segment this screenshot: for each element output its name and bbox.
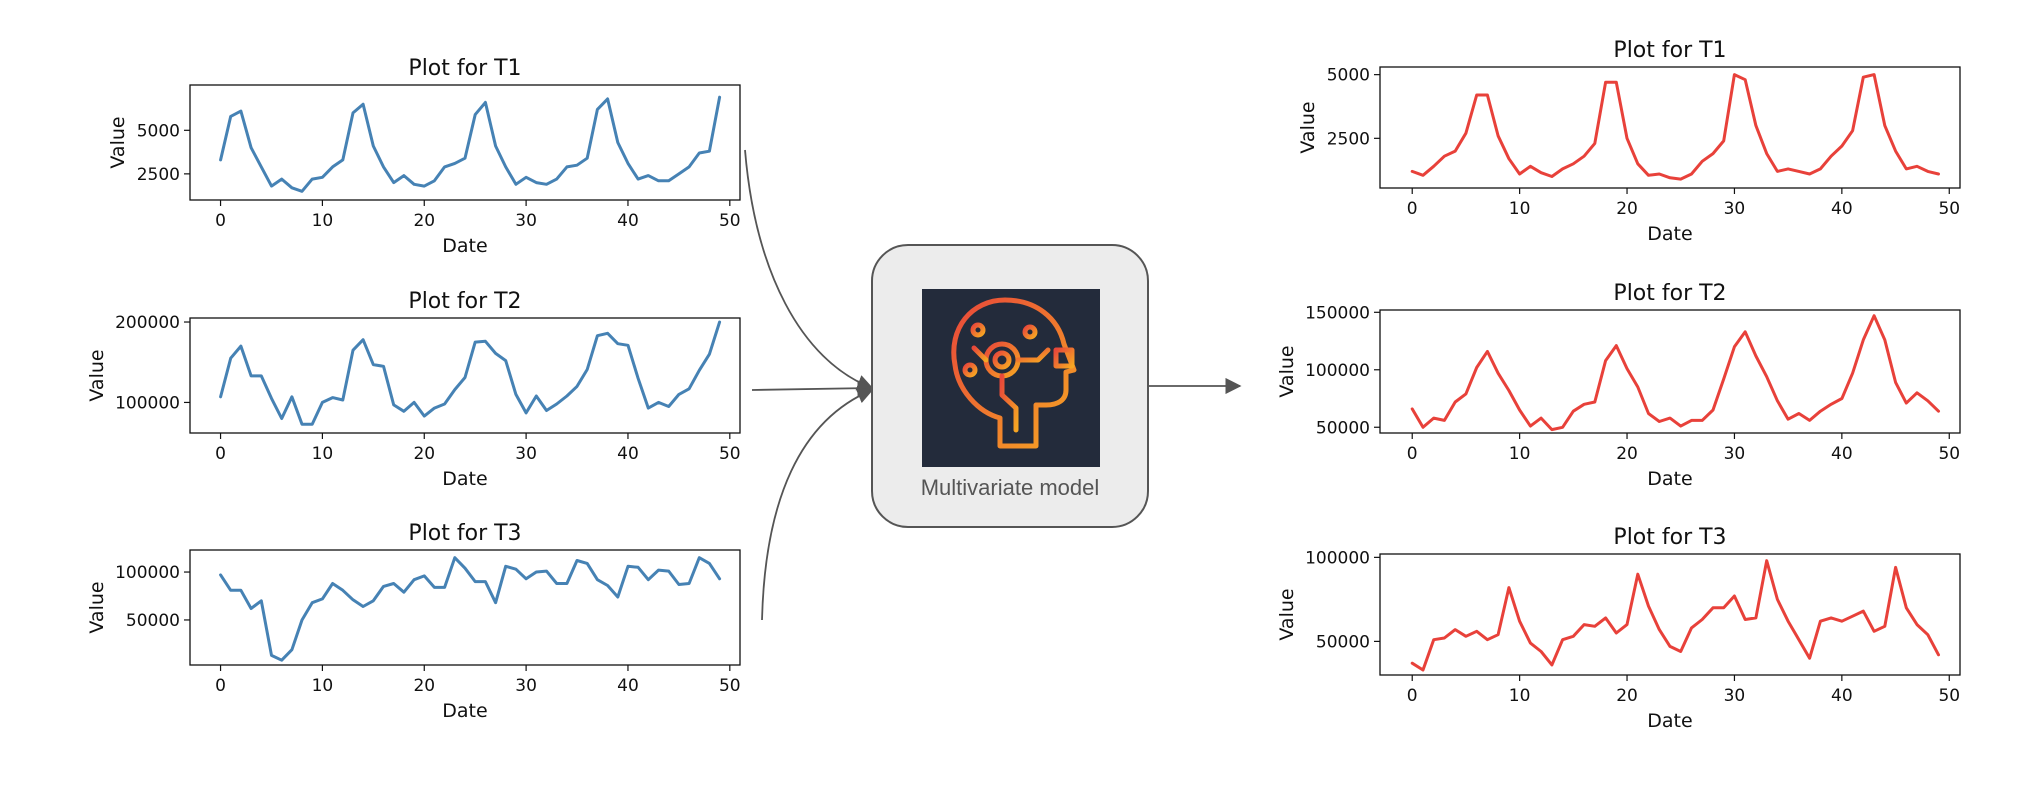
x-tick-label: 50 — [1938, 686, 1960, 706]
y-axis-label: Value — [86, 349, 108, 401]
chart-in-t1: Plot for T1 0 10 20 30 40 50 2500 5000 Date Value — [107, 56, 741, 257]
model-label: Multivariate model — [921, 475, 1100, 500]
series-line — [1410, 314, 1940, 432]
y-tick-label: 2500 — [1327, 129, 1370, 149]
x-tick-label: 10 — [1509, 686, 1531, 706]
chart-title: Plot for T1 — [1613, 38, 1726, 63]
plot-frame — [189, 84, 741, 201]
chart-title: Plot for T2 — [408, 289, 521, 314]
x-tick-label: 50 — [719, 676, 741, 696]
plot-frame — [1379, 553, 1961, 676]
x-tick-label: 30 — [1724, 199, 1746, 219]
connector-arrows — [744, 149, 1242, 621]
y-axis-label: Value — [1276, 588, 1298, 640]
y-tick-label: 100000 — [115, 563, 180, 583]
x-tick-label: 20 — [413, 444, 435, 464]
x-axis-label: Date — [1647, 223, 1692, 245]
chart-title: Plot for T3 — [408, 521, 521, 546]
series-line — [219, 95, 722, 193]
chart-title: Plot for T3 — [1613, 525, 1726, 550]
y-tick-label: 200000 — [115, 313, 180, 333]
x-tick-label: 30 — [515, 211, 537, 231]
model-box: Multivariate model — [871, 244, 1149, 528]
x-axis-label: Date — [442, 235, 487, 257]
x-tick-label: 30 — [515, 444, 537, 464]
x-tick-label: 10 — [312, 444, 334, 464]
x-tick-label: 0 — [1407, 199, 1418, 219]
x-tick-label: 20 — [413, 676, 435, 696]
y-axis-label: Value — [1297, 101, 1319, 153]
plot-frame — [189, 317, 741, 434]
chart-in-t3: Plot for T3 0 10 20 30 40 50 50000 100000 Date Val… — [86, 521, 741, 722]
x-tick-label: 40 — [1831, 686, 1853, 706]
y-tick-label: 5000 — [1327, 66, 1370, 86]
x-tick-label: 40 — [1831, 199, 1853, 219]
chart-title: Plot for T1 — [408, 56, 521, 81]
x-tick-label: 40 — [617, 444, 639, 464]
chart-in-t2: Plot for T2 0 10 20 30 40 50 100000 200000 Date Va… — [86, 289, 741, 490]
plot-frame — [1379, 66, 1961, 189]
x-tick-label: 30 — [1724, 444, 1746, 464]
y-tick-label: 2500 — [137, 165, 180, 185]
x-tick-label: 10 — [1509, 199, 1531, 219]
y-tick-label: 5000 — [137, 121, 180, 141]
y-tick-label: 50000 — [1316, 418, 1370, 438]
x-axis-label: Date — [1647, 468, 1692, 490]
x-tick-label: 10 — [312, 676, 334, 696]
arrow-t3-to-model — [761, 388, 874, 621]
series-line — [1410, 73, 1940, 181]
x-tick-label: 50 — [719, 211, 741, 231]
x-tick-label: 40 — [1831, 444, 1853, 464]
y-tick-label: 100000 — [115, 393, 180, 413]
series-line — [219, 320, 722, 426]
model-icon-background — [922, 289, 1100, 467]
ai-head-circuit-icon — [951, 297, 1077, 449]
x-tick-label: 40 — [617, 676, 639, 696]
chart-title: Plot for T2 — [1613, 281, 1726, 306]
plot-frame — [189, 549, 741, 666]
x-tick-label: 10 — [312, 211, 334, 231]
y-tick-label: 50000 — [126, 611, 180, 631]
series-line — [1410, 559, 1940, 672]
x-tick-label: 0 — [215, 211, 226, 231]
x-tick-label: 0 — [215, 676, 226, 696]
x-axis-label: Date — [1647, 710, 1692, 732]
chart-out-t2: Plot for T2 0 10 20 30 40 50 50000 100000 150000 D… — [1276, 281, 1961, 490]
x-tick-label: 0 — [215, 444, 226, 464]
x-tick-label: 20 — [1616, 199, 1638, 219]
y-axis-label: Value — [107, 116, 129, 168]
y-tick-label: 100000 — [1305, 548, 1370, 568]
x-tick-label: 50 — [719, 444, 741, 464]
x-tick-label: 50 — [1938, 444, 1960, 464]
chart-out-t1: Plot for T1 0 10 20 30 40 50 2500 5000 Date Value — [1297, 38, 1961, 245]
arrow-t2-to-model — [751, 380, 874, 397]
x-tick-label: 20 — [1616, 444, 1638, 464]
plot-frame — [1379, 309, 1961, 434]
y-axis-label: Value — [86, 581, 108, 633]
x-tick-label: 40 — [617, 211, 639, 231]
x-tick-label: 30 — [1724, 686, 1746, 706]
x-tick-label: 0 — [1407, 686, 1418, 706]
x-tick-label: 50 — [1938, 199, 1960, 219]
series-line — [219, 556, 722, 662]
y-tick-label: 50000 — [1316, 632, 1370, 652]
x-tick-label: 20 — [1616, 686, 1638, 706]
x-axis-label: Date — [442, 700, 487, 722]
chart-out-t3: Plot for T3 0 10 20 30 40 50 50000 100000 Date Val… — [1276, 525, 1961, 732]
x-tick-label: 10 — [1509, 444, 1531, 464]
y-tick-label: 100000 — [1305, 361, 1370, 381]
x-tick-label: 20 — [413, 211, 435, 231]
y-axis-label: Value — [1276, 345, 1298, 397]
arrow-t1-to-model — [744, 149, 874, 391]
x-tick-label: 30 — [515, 676, 537, 696]
y-tick-label: 150000 — [1305, 303, 1370, 323]
x-tick-label: 0 — [1407, 444, 1418, 464]
x-axis-label: Date — [442, 468, 487, 490]
charts-layer: Plot for T10 10 20 30 40 5025005000DateValueP… — [86, 38, 1961, 732]
